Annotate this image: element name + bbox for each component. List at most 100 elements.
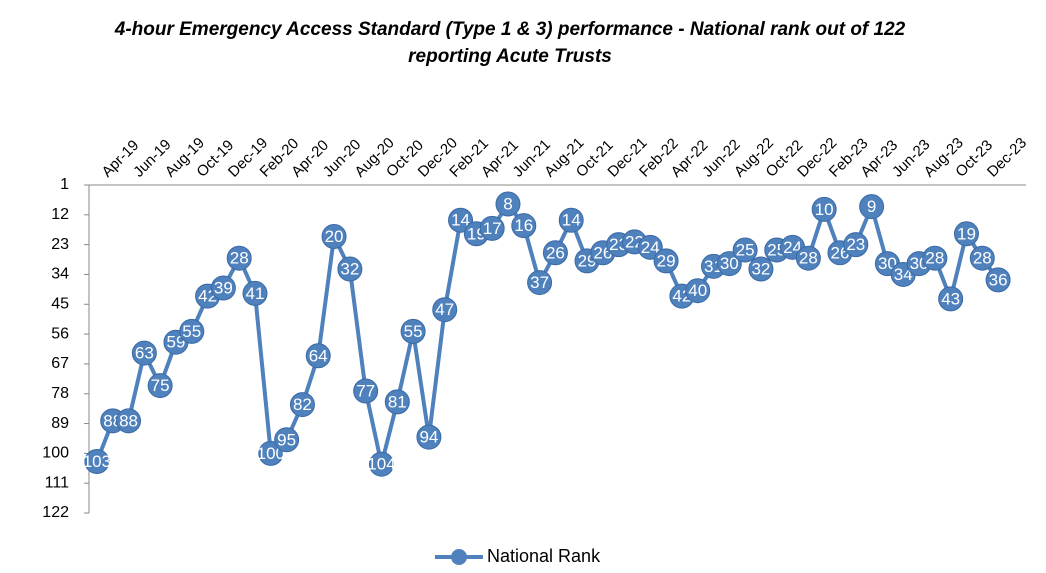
- data-label: 64: [309, 346, 328, 365]
- marker: [116, 408, 142, 434]
- marker: [368, 451, 394, 477]
- marker: [179, 318, 205, 344]
- y-tick-label: 100: [42, 445, 69, 462]
- marker: [416, 424, 442, 450]
- data-label: 28: [925, 249, 944, 268]
- data-label: 39: [214, 278, 233, 297]
- data-label: 59: [166, 333, 185, 352]
- data-label: 29: [657, 251, 676, 270]
- marker: [969, 245, 995, 271]
- marker: [242, 280, 268, 306]
- y-tick-label: 45: [51, 295, 69, 312]
- marker: [527, 270, 553, 296]
- data-label: 82: [293, 395, 312, 414]
- data-label: 8: [503, 194, 512, 213]
- data-label: 19: [957, 224, 976, 243]
- data-label: 94: [419, 428, 438, 447]
- y-tick-label: 34: [51, 266, 69, 283]
- data-label: 75: [151, 376, 170, 395]
- marker: [432, 297, 458, 323]
- data-label: 55: [182, 322, 201, 341]
- marker: [321, 224, 347, 250]
- marker: [859, 194, 885, 220]
- data-label: 20: [325, 227, 344, 246]
- y-tick-label: 1: [60, 176, 69, 193]
- marker: [922, 245, 948, 271]
- marker: [938, 286, 964, 312]
- data-label: 32: [751, 260, 770, 279]
- legend-marker: [451, 549, 467, 565]
- y-tick-label: 111: [45, 474, 69, 491]
- marker: [653, 248, 679, 274]
- data-label: 26: [546, 243, 565, 262]
- data-label: 81: [388, 392, 407, 411]
- y-tick-label: 23: [51, 236, 69, 253]
- marker: [289, 392, 315, 418]
- data-label: 47: [435, 300, 454, 319]
- data-label: 30: [720, 254, 739, 273]
- data-label: 37: [530, 273, 549, 292]
- data-label: 36: [989, 270, 1008, 289]
- marker: [274, 427, 300, 453]
- marker: [985, 267, 1011, 293]
- y-tick-label: 89: [51, 415, 69, 432]
- y-tick-label: 67: [51, 355, 69, 372]
- marker: [511, 213, 537, 239]
- data-label: 28: [230, 249, 249, 268]
- data-label: 16: [514, 216, 533, 235]
- data-label: 103: [83, 452, 111, 471]
- data-label: 77: [356, 382, 375, 401]
- marker: [685, 278, 711, 304]
- data-label: 28: [973, 249, 992, 268]
- data-label: 14: [562, 211, 581, 230]
- legend-label: National Rank: [487, 546, 601, 566]
- data-label: 14: [451, 211, 470, 230]
- marker: [353, 378, 379, 404]
- marker: [400, 318, 426, 344]
- data-label: 24: [641, 238, 660, 257]
- data-label: 17: [483, 219, 502, 238]
- data-label: 88: [119, 411, 138, 430]
- y-tick-label: 78: [51, 385, 69, 402]
- data-label: 23: [846, 235, 865, 254]
- data-label: 32: [340, 260, 359, 279]
- data-label: 24: [783, 238, 802, 257]
- data-label: 55: [404, 322, 423, 341]
- data-label: 41: [246, 284, 265, 303]
- marker: [337, 256, 363, 282]
- marker: [843, 232, 869, 258]
- marker: [131, 340, 157, 366]
- data-label: 9: [867, 197, 876, 216]
- data-label: 40: [688, 281, 707, 300]
- marker: [305, 343, 331, 369]
- x-tick-label: Dec-23: [984, 134, 1030, 180]
- data-label: 34: [894, 265, 913, 284]
- marker: [384, 389, 410, 415]
- marker: [748, 256, 774, 282]
- data-label: 95: [277, 430, 296, 449]
- y-tick-label: 122: [42, 504, 69, 521]
- data-label: 63: [135, 344, 154, 363]
- marker: [953, 221, 979, 247]
- marker: [226, 245, 252, 271]
- chart-title: 4-hour Emergency Access Standard (Type 1…: [114, 19, 906, 67]
- marker: [542, 240, 568, 266]
- marker: [495, 191, 521, 217]
- marker: [732, 237, 758, 263]
- data-label: 10: [815, 200, 834, 219]
- data-label: 104: [367, 455, 395, 474]
- marker: [84, 448, 110, 474]
- marker: [795, 245, 821, 271]
- marker: [147, 373, 173, 399]
- y-tick-label: 12: [51, 206, 69, 223]
- marker: [811, 196, 837, 222]
- y-tick-label: 56: [51, 325, 69, 342]
- data-label: 43: [941, 289, 960, 308]
- data-label: 28: [799, 249, 818, 268]
- marker: [210, 275, 236, 301]
- data-label: 25: [736, 241, 755, 260]
- marker: [558, 207, 584, 233]
- data-label: 30: [878, 254, 897, 273]
